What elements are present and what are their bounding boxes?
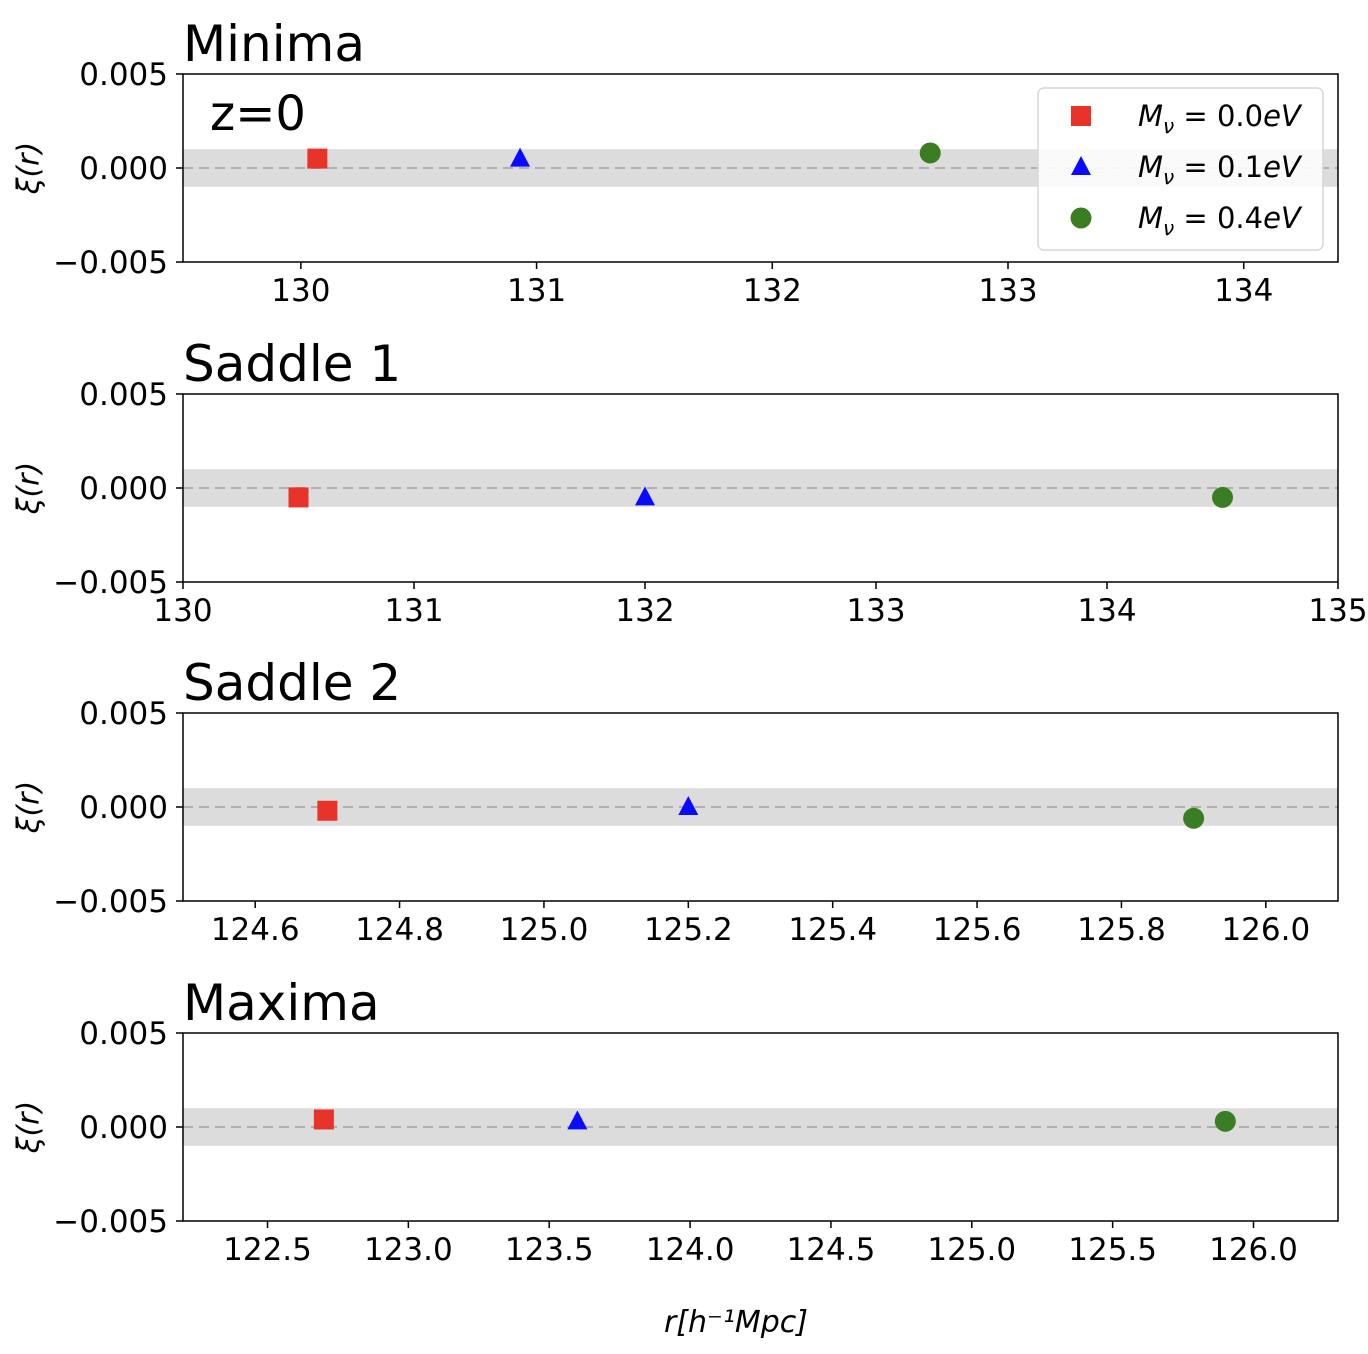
panel-title: Saddle 2	[183, 654, 401, 712]
data-point-square	[317, 800, 338, 821]
x-tick-label: 125.0	[500, 912, 589, 948]
y-tick-label: −0.005	[53, 1204, 168, 1240]
y-axis-label: ξ(r)	[12, 142, 47, 195]
data-point-square	[307, 148, 328, 169]
y-tick-label: −0.005	[53, 884, 168, 920]
x-tick-label: 124.6	[211, 912, 300, 948]
x-tick-label: 135	[1308, 593, 1367, 629]
legend-label: Mν = 0.4eV	[1138, 201, 1303, 240]
legend-marker-triangle	[1071, 156, 1091, 175]
data-point-circle	[919, 142, 941, 164]
x-tick-label: 134	[1214, 273, 1273, 309]
x-tick-label: 125.2	[644, 912, 733, 948]
y-axis-label: ξ(r)	[12, 1101, 47, 1154]
y-tick-label: 0.005	[79, 57, 168, 93]
data-point-square	[313, 1109, 334, 1130]
x-axis-label: r[h⁻¹Mpc]	[664, 1305, 808, 1340]
panel-3: Saddle 2 0.005 0.000 −0.005 124.6 124.8 125.0 1…	[12, 654, 1339, 948]
y-tick-label: 0.005	[79, 696, 168, 732]
y-axis-label: ξ(r)	[12, 781, 47, 834]
legend-label: Mν = 0.1eV	[1138, 150, 1303, 189]
x-tick-label: 133	[978, 273, 1037, 309]
legend-marker-square	[1071, 106, 1091, 126]
y-tick-label: 0.000	[79, 471, 168, 507]
x-tick-label: 131	[507, 273, 566, 309]
data-point-circle	[1214, 1110, 1236, 1132]
y-tick-label: 0.000	[79, 151, 168, 187]
data-point-triangle	[567, 1110, 588, 1130]
panel-title: Maxima	[183, 974, 380, 1032]
x-tick-label: 130	[271, 273, 330, 309]
x-tick-label: 123.5	[505, 1232, 594, 1268]
y-tick-label: 0.005	[79, 1016, 168, 1052]
legend: Mν = 0.0eV Mν = 0.1eV Mν = 0.4eV	[1037, 87, 1324, 251]
panel-title: Saddle 1	[183, 335, 401, 393]
x-tick-label: 124.0	[646, 1232, 735, 1268]
y-tick-label: 0.000	[79, 790, 168, 826]
legend-label: Mν = 0.0eV	[1138, 99, 1303, 138]
x-tick-label: 125.8	[1077, 912, 1166, 948]
x-tick-label: 125.4	[788, 912, 877, 948]
x-tick-label: 122.5	[223, 1232, 312, 1268]
panel-annotation: z=0	[210, 86, 306, 142]
x-tick-label: 124.8	[355, 912, 444, 948]
data-point-circle	[1212, 486, 1233, 508]
data-point-square	[288, 487, 309, 508]
y-tick-label: −0.005	[53, 245, 168, 281]
data-point-triangle	[510, 147, 531, 167]
legend-box	[1037, 87, 1324, 251]
y-tick-label: 0.005	[79, 377, 168, 413]
x-tick-label: 130	[153, 593, 212, 629]
legend-marker-circle	[1070, 207, 1092, 229]
x-tick-label: 132	[743, 273, 802, 309]
x-tick-label: 126.0	[1209, 1232, 1298, 1268]
x-tick-label: 133	[846, 593, 905, 629]
y-tick-label: 0.000	[79, 1110, 168, 1146]
data-point-circle	[1183, 807, 1205, 829]
x-tick-label: 126.0	[1221, 912, 1310, 948]
x-tick-label: 123.0	[364, 1232, 453, 1268]
x-tick-label: 125.0	[927, 1232, 1016, 1268]
x-tick-label: 134	[1077, 593, 1136, 629]
data-point-triangle	[678, 796, 699, 815]
panel-4: Maxima 0.005 0.000 −0.005 122.5 123.0 123.5 124…	[12, 974, 1339, 1268]
x-tick-label: 131	[384, 593, 443, 629]
y-tick-label: −0.005	[53, 565, 168, 601]
panel-title: Minima	[183, 15, 365, 73]
x-tick-label: 132	[615, 593, 674, 629]
x-tick-label: 125.6	[933, 912, 1022, 948]
x-tick-label: 124.5	[787, 1232, 876, 1268]
y-axis-label: ξ(r)	[12, 462, 47, 515]
data-point-triangle	[635, 486, 655, 506]
x-tick-label: 125.5	[1068, 1232, 1157, 1268]
